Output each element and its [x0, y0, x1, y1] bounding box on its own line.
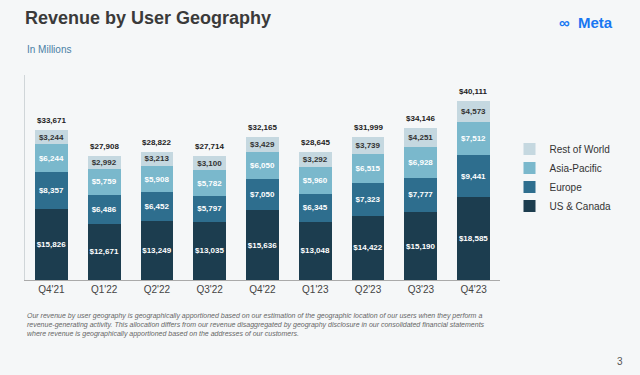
svg-text:$6,050: $6,050 — [250, 161, 275, 170]
svg-text:$14,422: $14,422 — [353, 243, 382, 252]
svg-text:$3,429: $3,429 — [250, 140, 275, 149]
svg-text:In Millions: In Millions — [27, 44, 71, 55]
svg-text:$15,636: $15,636 — [248, 241, 277, 250]
svg-text:$7,050: $7,050 — [250, 190, 275, 199]
svg-text:$34,146: $34,146 — [406, 114, 435, 123]
svg-text:$2,992: $2,992 — [92, 158, 117, 167]
svg-text:$28,645: $28,645 — [301, 138, 330, 147]
svg-text:$28,822: $28,822 — [142, 138, 171, 147]
svg-text:$3,292: $3,292 — [303, 155, 328, 164]
svg-text:Q4'21: Q4'21 — [38, 284, 65, 295]
svg-text:$5,782: $5,782 — [197, 179, 222, 188]
svg-text:$13,249: $13,249 — [142, 246, 171, 255]
svg-text:$32,165: $32,165 — [248, 123, 277, 132]
svg-text:$6,345: $6,345 — [303, 203, 328, 212]
svg-text:$3,739: $3,739 — [356, 141, 381, 150]
svg-text:$31,999: $31,999 — [354, 123, 383, 132]
svg-text:Q1'23: Q1'23 — [302, 284, 329, 295]
svg-text:$7,777: $7,777 — [408, 190, 433, 199]
svg-text:$27,714: $27,714 — [195, 142, 224, 151]
svg-text:$13,035: $13,035 — [195, 246, 224, 255]
svg-text:Our revenue by user geography: Our revenue by user geography is geograp… — [27, 312, 485, 338]
svg-text:Q4'23: Q4'23 — [460, 284, 487, 295]
svg-text:$4,251: $4,251 — [408, 133, 433, 142]
svg-text:$7,512: $7,512 — [461, 134, 486, 143]
svg-text:Revenue by User Geography: Revenue by User Geography — [25, 8, 271, 28]
svg-text:$9,441: $9,441 — [461, 172, 486, 181]
svg-text:$4,573: $4,573 — [461, 107, 486, 116]
svg-text:$8,357: $8,357 — [39, 186, 64, 195]
svg-text:$12,671: $12,671 — [89, 247, 118, 256]
svg-text:$18,585: $18,585 — [459, 234, 488, 243]
svg-text:Rest of World: Rest of World — [550, 144, 610, 155]
svg-text:$6,515: $6,515 — [356, 164, 381, 173]
svg-text:$5,908: $5,908 — [144, 175, 169, 184]
svg-text:$3,244: $3,244 — [39, 133, 64, 142]
svg-text:∞ Meta: ∞ Meta — [559, 14, 613, 31]
svg-text:Asia-Pacific: Asia-Pacific — [550, 163, 602, 174]
svg-text:Q3'23: Q3'23 — [408, 284, 435, 295]
svg-text:Q1'22: Q1'22 — [91, 284, 118, 295]
svg-text:$27,908: $27,908 — [90, 142, 119, 151]
svg-text:$33,671: $33,671 — [37, 116, 66, 125]
svg-text:$6,928: $6,928 — [408, 158, 433, 167]
svg-text:$3,100: $3,100 — [197, 159, 222, 168]
svg-text:$6,486: $6,486 — [92, 205, 117, 214]
svg-text:Q2'22: Q2'22 — [144, 284, 171, 295]
svg-text:Europe: Europe — [550, 182, 583, 193]
svg-text:$13,048: $13,048 — [301, 246, 330, 255]
svg-text:$40,111: $40,111 — [459, 87, 488, 96]
svg-text:Q4'22: Q4'22 — [249, 284, 276, 295]
svg-text:$3,213: $3,213 — [144, 154, 169, 163]
svg-text:$15,826: $15,826 — [37, 240, 66, 249]
svg-text:$5,797: $5,797 — [197, 204, 222, 213]
svg-text:US & Canada: US & Canada — [550, 201, 612, 212]
svg-text:$5,759: $5,759 — [92, 177, 117, 186]
svg-text:Q2'23: Q2'23 — [355, 284, 382, 295]
svg-text:$6,452: $6,452 — [144, 202, 169, 211]
svg-text:$7,323: $7,323 — [356, 195, 381, 204]
svg-text:$5,960: $5,960 — [303, 176, 328, 185]
svg-text:Q3'22: Q3'22 — [197, 284, 224, 295]
svg-text:$15,190: $15,190 — [406, 242, 435, 251]
svg-text:3: 3 — [617, 356, 623, 367]
svg-text:$6,244: $6,244 — [39, 154, 64, 163]
